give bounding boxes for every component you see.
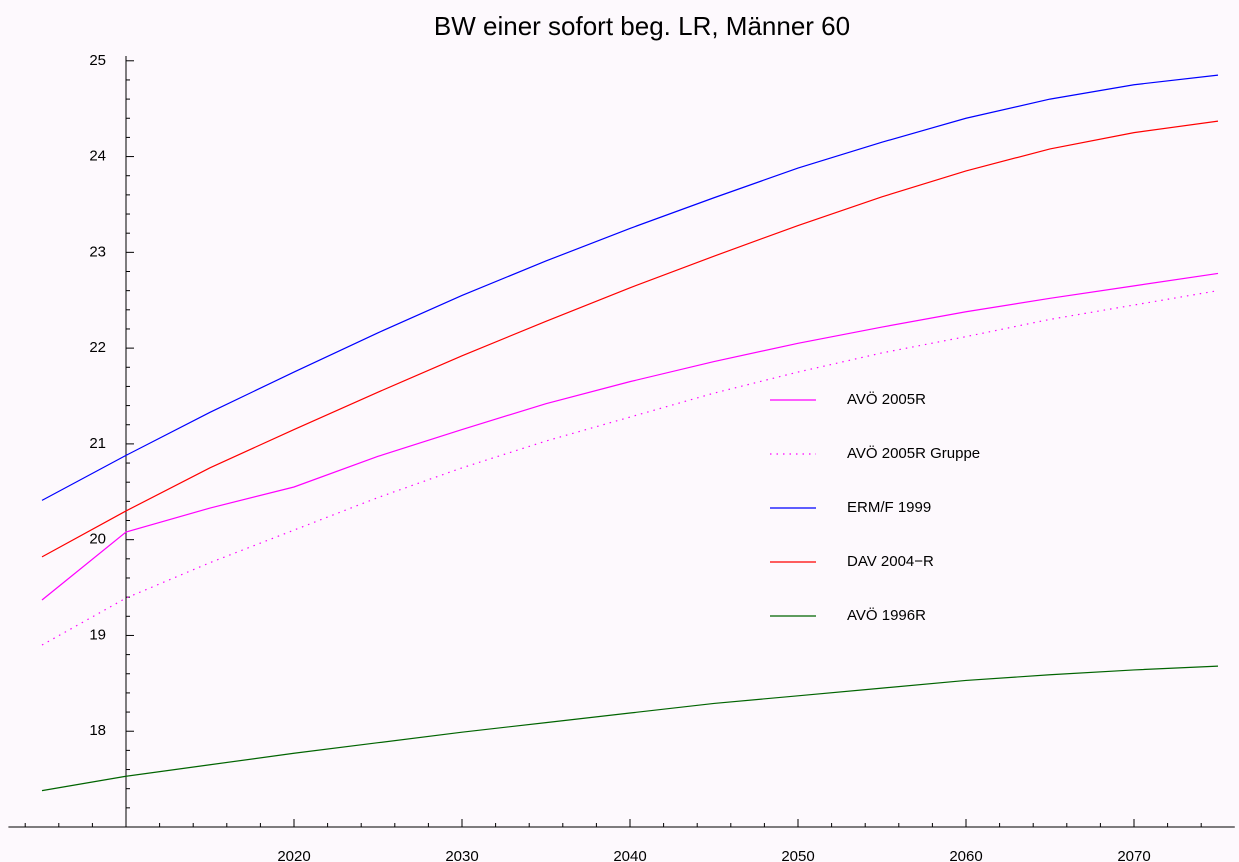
y-tick-label: 25 [89,52,106,69]
series-line [41,74,1219,501]
x-tick-label: 2030 [445,848,478,862]
series-line [41,120,1219,558]
y-tick-label: 19 [89,626,106,643]
chart-title: BW einer sofort beg. LR, Männer 60 [434,11,850,41]
legend-label: AVÖ 2005R [847,390,926,408]
x-tick-label: 2020 [277,848,310,862]
legend-label: DAV 2004−R [847,553,934,570]
y-tick-label: 21 [89,435,106,452]
y-tick-label: 24 [89,148,106,165]
y-tick-label: 18 [89,722,106,739]
series-line [41,272,1219,601]
x-tick-label: 2040 [613,848,646,862]
series-line [41,665,1219,792]
legend-label: ERM/F 1999 [847,499,931,516]
y-tick-label: 23 [89,243,106,260]
y-tick-label: 22 [89,339,106,356]
y-tick-label: 20 [89,531,106,548]
legend-label: AVÖ 2005R Gruppe [847,444,980,462]
x-tick-label: 2060 [949,848,982,862]
x-tick-label: 2070 [1117,848,1150,862]
x-tick-label: 2050 [781,848,814,862]
series-line [41,290,1219,646]
legend-label: AVÖ 1996R [847,606,926,624]
